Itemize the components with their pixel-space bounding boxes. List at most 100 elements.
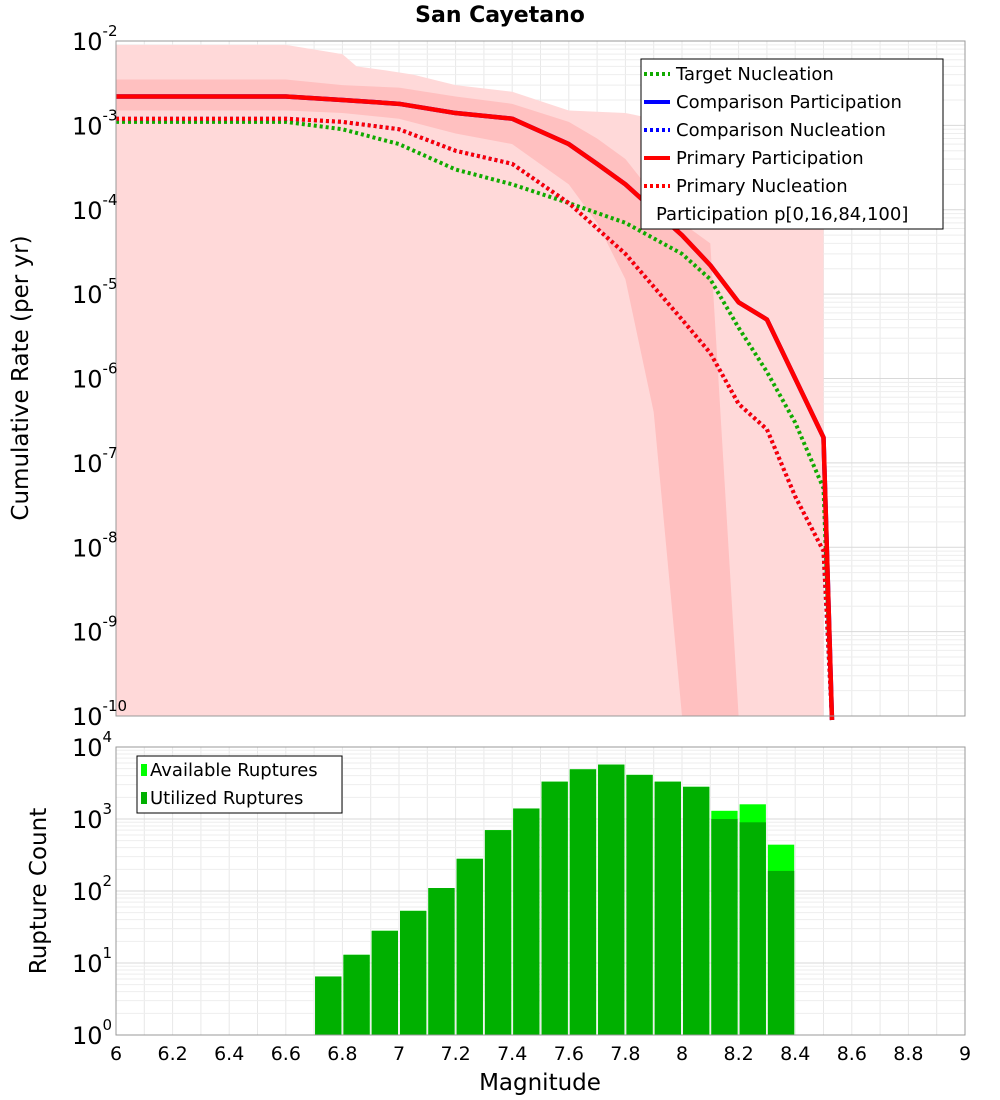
chart-title: San Cayetano xyxy=(415,3,585,28)
x-tick-label: 7.2 xyxy=(440,1043,470,1065)
y-tick-base: 10 xyxy=(72,878,103,906)
y-tick-exponent: 4 xyxy=(103,728,113,746)
x-tick-label: 9 xyxy=(959,1043,971,1065)
rate-lines xyxy=(116,94,835,721)
y-tick-exponent: -4 xyxy=(103,191,118,209)
series-line-primary-participation xyxy=(116,94,835,721)
y-tick-label: 102 xyxy=(72,872,112,906)
x-tick-label: 6 xyxy=(110,1043,122,1065)
bar-utilized-ruptures xyxy=(683,786,710,1035)
y-tick-exponent: 0 xyxy=(103,1016,113,1034)
top-legend: Target Nucleation Comparison Participatio… xyxy=(640,58,944,230)
legend-label: Utilized Ruptures xyxy=(150,788,303,809)
bar-utilized-ruptures xyxy=(428,888,455,1035)
bar-utilized-ruptures xyxy=(598,764,625,1035)
y-tick-label: 10-8 xyxy=(72,528,118,562)
y-tick-exponent: -10 xyxy=(103,697,128,715)
x-tick-label: 8.2 xyxy=(723,1043,753,1065)
y-tick-label: 10-2 xyxy=(72,22,118,56)
y-tick-label: 10-10 xyxy=(72,697,127,731)
x-tick-label: 6.2 xyxy=(157,1043,187,1065)
legend-label: Comparison Participation xyxy=(676,92,902,113)
legend-label: Participation p[0,16,84,100] xyxy=(656,204,908,225)
legend-swatch xyxy=(141,792,147,804)
x-tick-label: 8.6 xyxy=(837,1043,867,1065)
bar-utilized-ruptures xyxy=(456,858,483,1035)
x-tick-label: 6.4 xyxy=(214,1043,244,1065)
bar-utilized-ruptures xyxy=(315,976,342,1035)
y-tick-exponent: -6 xyxy=(103,360,118,378)
y-tick-base: 10 xyxy=(72,112,103,140)
x-axis-label: Magnitude xyxy=(479,1070,601,1096)
y-tick-base: 10 xyxy=(72,197,103,225)
y-tick-exponent: -9 xyxy=(103,613,118,631)
x-tick-label: 6.8 xyxy=(327,1043,357,1065)
bottom-legend: Available Ruptures Utilized Ruptures xyxy=(136,755,343,814)
y-tick-exponent: 3 xyxy=(103,800,113,818)
y-tick-exponent: -7 xyxy=(103,444,118,462)
y-tick-label: 10-3 xyxy=(72,106,118,140)
series-line-primary-nucleation xyxy=(116,116,834,721)
y-tick-exponent: -3 xyxy=(103,106,118,124)
bottom-grid xyxy=(115,747,966,1036)
y-tick-label: 10-6 xyxy=(72,360,118,394)
x-tick-label: 8.4 xyxy=(780,1043,810,1065)
y-tick-label: 10-5 xyxy=(72,275,118,309)
legend-swatch xyxy=(141,764,147,776)
y-tick-exponent: 1 xyxy=(103,944,113,962)
bar-utilized-ruptures xyxy=(371,930,398,1035)
y-tick-base: 10 xyxy=(72,806,103,834)
x-tick-label: 7 xyxy=(393,1043,405,1065)
bar-utilized-ruptures xyxy=(484,830,512,1035)
y-tick-exponent: 2 xyxy=(103,872,113,890)
y-tick-label: 104 xyxy=(72,728,112,762)
cumulative-rate-panel: 10-210-310-410-510-610-710-810-910-10 Cu… xyxy=(8,22,966,731)
y-tick-base: 10 xyxy=(72,450,103,478)
legend-label: Primary Nucleation xyxy=(676,176,848,197)
bar-utilized-ruptures xyxy=(541,781,568,1035)
y-tick-base: 10 xyxy=(72,703,103,731)
bottom-plot-frame xyxy=(115,746,966,1036)
x-tick-labels: 6 6.2 6.4 6.6 6.8 7 7.2 7.4 7.6 7.8 8 8.2 8.4 8.6 8.8 9 xyxy=(110,1043,971,1065)
bar-utilized-ruptures xyxy=(739,822,766,1035)
x-tick-label: 8 xyxy=(676,1043,688,1065)
y-tick-base: 10 xyxy=(72,734,103,762)
legend-label: Comparison Nucleation xyxy=(676,120,886,141)
y-tick-base: 10 xyxy=(72,28,103,56)
top-y-tick-labels: 10-210-310-410-510-610-710-810-910-10 xyxy=(72,22,127,731)
top-plot-frame xyxy=(115,40,966,717)
x-tick-label: 6.6 xyxy=(271,1043,301,1065)
y-tick-label: 101 xyxy=(72,944,112,978)
legend-label: Available Ruptures xyxy=(150,760,318,781)
y-tick-base: 10 xyxy=(72,619,103,647)
y-tick-exponent: -5 xyxy=(103,275,118,293)
y-tick-base: 10 xyxy=(72,950,103,978)
y-tick-exponent: -8 xyxy=(103,528,118,546)
series-line-target-nucleation xyxy=(116,119,834,721)
y-tick-base: 10 xyxy=(72,534,103,562)
bar-utilized-ruptures xyxy=(400,910,427,1035)
y-tick-label: 10-7 xyxy=(72,444,118,478)
bottom-y-axis-label: Rupture Count xyxy=(26,808,52,974)
band-p-16-84- xyxy=(116,79,739,717)
y-tick-label: 103 xyxy=(72,800,112,834)
y-tick-base: 10 xyxy=(72,281,103,309)
legend-label: Primary Participation xyxy=(676,148,864,169)
y-tick-exponent: -2 xyxy=(103,22,118,40)
x-tick-label: 7.4 xyxy=(497,1043,527,1065)
y-tick-base: 10 xyxy=(72,1022,103,1050)
bar-utilized-ruptures xyxy=(513,808,540,1035)
x-tick-label: 7.8 xyxy=(610,1043,640,1065)
y-tick-label: 100 xyxy=(72,1016,112,1050)
x-tick-label: 7.6 xyxy=(554,1043,584,1065)
y-tick-base: 10 xyxy=(72,366,103,394)
top-y-axis-label: Cumulative Rate (per yr) xyxy=(8,235,34,520)
bar-utilized-ruptures xyxy=(711,819,738,1035)
y-tick-label: 10-9 xyxy=(72,613,118,647)
legend-box xyxy=(640,58,944,230)
bar-utilized-ruptures xyxy=(343,954,370,1035)
x-tick-label: 8.8 xyxy=(893,1043,923,1065)
